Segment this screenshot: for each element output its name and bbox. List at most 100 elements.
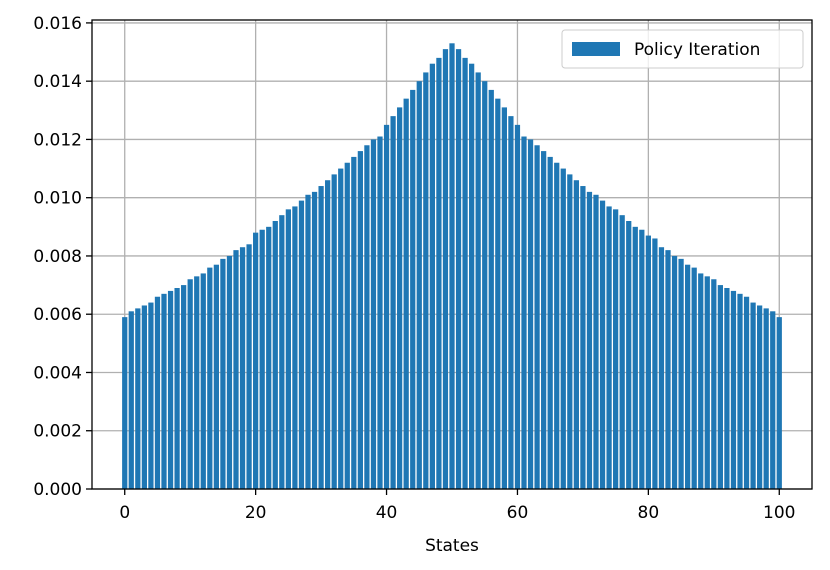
bar bbox=[174, 288, 180, 489]
bar bbox=[181, 285, 187, 489]
bar bbox=[318, 186, 324, 490]
bar bbox=[325, 180, 331, 489]
bar bbox=[613, 209, 619, 489]
bar bbox=[246, 244, 252, 489]
bar bbox=[469, 63, 475, 489]
bar bbox=[403, 98, 409, 490]
legend: Policy Iteration bbox=[561, 29, 804, 69]
bar bbox=[383, 124, 390, 490]
x-axis-title: States bbox=[425, 536, 479, 556]
y-tick-label: 0.008 bbox=[33, 247, 82, 267]
bar bbox=[717, 285, 723, 489]
bar bbox=[475, 72, 481, 490]
bar bbox=[711, 279, 717, 489]
x-tick-label: 60 bbox=[507, 503, 529, 523]
bar bbox=[665, 250, 671, 489]
ticks: 0.000 0.002 0.004 0.006 0.008 0.010 0.012 0.014… bbox=[33, 14, 795, 523]
bar bbox=[128, 311, 134, 489]
bar bbox=[671, 255, 678, 489]
bar bbox=[442, 49, 449, 489]
bar bbox=[436, 57, 442, 490]
bar bbox=[266, 226, 272, 489]
legend-swatch bbox=[572, 42, 620, 56]
bar bbox=[730, 290, 737, 489]
bar bbox=[272, 221, 278, 489]
x-tick-label: 80 bbox=[638, 503, 660, 523]
bar bbox=[527, 139, 534, 489]
bar bbox=[547, 156, 553, 489]
bar bbox=[776, 317, 782, 489]
bar bbox=[259, 229, 265, 490]
bar bbox=[292, 206, 298, 489]
bar bbox=[148, 302, 154, 489]
bar bbox=[311, 191, 318, 489]
plot-frame bbox=[91, 19, 813, 490]
bar bbox=[364, 145, 370, 489]
bar bbox=[207, 267, 213, 489]
bar bbox=[724, 288, 730, 489]
bar bbox=[757, 305, 763, 489]
bar bbox=[298, 200, 305, 490]
legend-box bbox=[561, 29, 804, 69]
bar bbox=[593, 194, 599, 489]
bar bbox=[534, 145, 540, 489]
bar bbox=[423, 72, 429, 490]
bar bbox=[495, 98, 501, 490]
y-tick-label: 0.002 bbox=[33, 422, 82, 442]
bar bbox=[154, 296, 161, 489]
bar bbox=[639, 229, 645, 490]
bar bbox=[567, 174, 573, 489]
x-tick-label: 100 bbox=[763, 503, 795, 523]
y-tick-label: 0.000 bbox=[33, 480, 82, 500]
bar bbox=[704, 276, 710, 489]
bar bbox=[691, 267, 697, 489]
bar bbox=[161, 293, 167, 489]
bar bbox=[554, 162, 560, 490]
bar bbox=[645, 235, 651, 489]
bar bbox=[239, 247, 246, 489]
bar bbox=[619, 215, 625, 490]
bar bbox=[429, 63, 435, 489]
bar bbox=[685, 264, 691, 489]
bar bbox=[410, 89, 416, 489]
bar bbox=[390, 116, 396, 489]
bar bbox=[344, 162, 350, 490]
bar bbox=[141, 305, 147, 489]
x-tick-label: 0 bbox=[119, 503, 130, 523]
bar bbox=[167, 290, 174, 489]
bar bbox=[122, 317, 128, 489]
bar bbox=[652, 238, 658, 489]
bar bbox=[750, 302, 756, 489]
y-tick-label: 0.004 bbox=[33, 363, 82, 383]
bar bbox=[233, 250, 239, 489]
legend-label: Policy Iteration bbox=[634, 40, 760, 60]
bar bbox=[586, 191, 593, 489]
bar bbox=[488, 89, 494, 489]
bar bbox=[397, 107, 403, 489]
bar bbox=[678, 258, 684, 489]
bar bbox=[599, 200, 606, 490]
x-tick-label: 20 bbox=[245, 503, 267, 523]
bar bbox=[737, 293, 743, 489]
bar bbox=[514, 124, 521, 490]
bar bbox=[135, 308, 141, 489]
y-tick-label: 0.010 bbox=[33, 189, 82, 209]
bar bbox=[213, 264, 219, 489]
bar bbox=[743, 296, 750, 489]
bar bbox=[770, 311, 776, 489]
bar bbox=[226, 255, 233, 489]
bar bbox=[658, 247, 665, 489]
bar bbox=[449, 43, 455, 490]
bar bbox=[351, 156, 357, 489]
bar bbox=[455, 49, 462, 489]
y-tick-label: 0.014 bbox=[33, 72, 82, 92]
bar bbox=[462, 57, 468, 490]
bar bbox=[200, 273, 206, 489]
bar bbox=[501, 107, 507, 489]
y-tick-label: 0.016 bbox=[33, 14, 82, 34]
bar bbox=[763, 308, 769, 489]
bar bbox=[220, 258, 226, 489]
bar bbox=[377, 136, 383, 489]
bar bbox=[370, 139, 377, 489]
bar bbox=[416, 81, 422, 490]
